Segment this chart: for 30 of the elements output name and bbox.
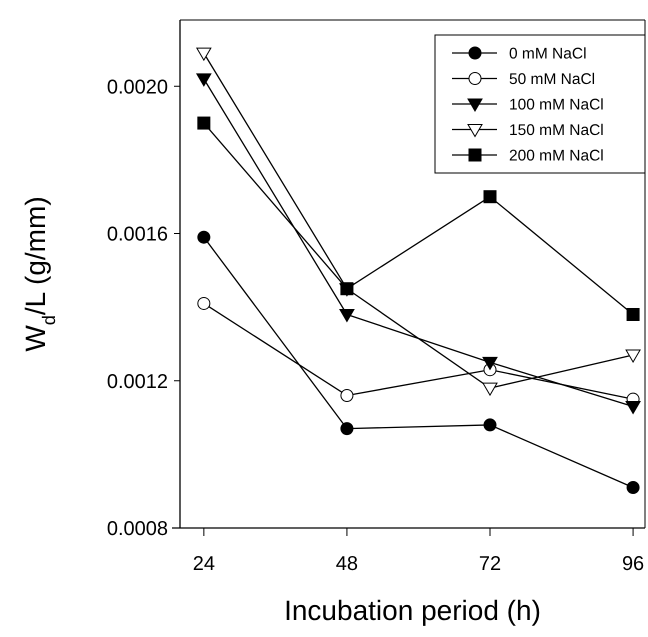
legend-label: 200 mM NaCl	[509, 147, 604, 164]
legend-label: 50 mM NaCl	[509, 70, 596, 88]
point	[196, 48, 212, 61]
x-tick-label: 96	[622, 553, 644, 575]
point	[482, 356, 498, 370]
point	[626, 349, 641, 362]
point	[626, 401, 641, 414]
point	[197, 230, 210, 244]
y-tick-label: 0.0020	[106, 76, 168, 98]
legend-label: 0 mM NaCl	[509, 45, 587, 62]
point	[339, 308, 354, 322]
point	[340, 422, 354, 436]
legend-label: 150 mM NaCl	[509, 122, 604, 139]
point	[484, 190, 496, 204]
point	[626, 308, 640, 321]
point	[196, 73, 212, 86]
point	[340, 388, 354, 402]
legend-label: 100 mM NaCl	[509, 96, 604, 114]
point	[197, 116, 210, 130]
point	[482, 382, 498, 396]
y-tick-label: 0.0012	[106, 370, 168, 393]
point	[626, 481, 640, 494]
x-axis-title: Incubation period (h)	[284, 595, 541, 626]
x-tick-label: 48	[336, 553, 358, 575]
y-tick-label: 0.0008	[106, 518, 168, 540]
x-tick-label: 72	[478, 553, 502, 575]
point	[197, 296, 210, 310]
point	[484, 418, 496, 432]
y-tick-label: 0.0016	[106, 224, 168, 246]
x-tick-label: 24	[192, 553, 215, 575]
